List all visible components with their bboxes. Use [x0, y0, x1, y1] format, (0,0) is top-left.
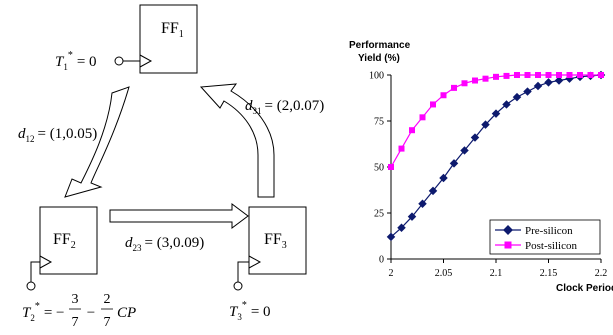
point-post-silicon	[493, 73, 499, 80]
point-pre-silicon	[418, 199, 427, 209]
edge-label-d23: d23 = (3,0.09)	[125, 235, 204, 253]
point-pre-silicon	[544, 78, 553, 87]
x-tick-label: 2	[389, 268, 394, 279]
y-axis-title-line1: Performance	[349, 40, 411, 51]
legend-item-pre-silicon: Pre-silicon	[495, 225, 573, 237]
clock-pin-ff2-icon	[26, 281, 36, 291]
ff3-name: FF	[264, 231, 282, 248]
flipflop-ff3: FF3	[248, 206, 307, 275]
point-post-silicon	[472, 77, 478, 84]
point-post-silicon	[545, 72, 552, 78]
y-tick-label: 75	[374, 117, 384, 128]
point-pre-silicon	[533, 81, 543, 91]
svg-text:7: 7	[72, 315, 79, 330]
point-post-silicon	[535, 72, 541, 78]
point-post-silicon	[409, 127, 415, 134]
arrow-ff2-to-ff3-icon	[109, 203, 249, 229]
series-line-pre-silicon	[390, 74, 602, 238]
svg-text:3: 3	[72, 292, 79, 307]
svg-text:2: 2	[104, 292, 111, 307]
clock-label-t2: T2* = − 3 7 − 2 7 CP	[22, 292, 136, 330]
point-pre-silicon	[491, 109, 501, 118]
flipflop-ff1: FF1	[139, 4, 198, 74]
clock-pin-ff1-icon	[114, 56, 124, 66]
x-tick-label: 2.1	[490, 268, 503, 279]
svg-text:CP: CP	[117, 305, 136, 321]
point-pre-silicon	[428, 186, 438, 196]
yield-chart: Performance Yield (%) Clock Period 0 25 50…	[349, 40, 613, 294]
legend-label-pre-silicon: Pre-silicon	[525, 225, 573, 237]
point-pre-silicon	[470, 133, 480, 142]
x-tick-label: 2.05	[435, 268, 453, 279]
point-post-silicon	[419, 114, 426, 121]
point-post-silicon	[398, 145, 405, 152]
svg-text:−: −	[87, 305, 95, 321]
svg-text:FF2: FF2	[53, 231, 76, 251]
x-tick-label: 2.15	[540, 268, 558, 279]
ff1-name: FF	[161, 20, 179, 37]
point-post-silicon	[440, 92, 447, 99]
y-tick-label: 100	[369, 71, 384, 82]
clock-label-t1: T1* = 0	[55, 50, 97, 72]
legend: Pre-silicon Post-silicon	[489, 219, 601, 255]
ff2-sub: 2	[71, 240, 76, 251]
point-pre-silicon	[386, 232, 396, 242]
arrow-ff1-to-ff2-icon	[64, 86, 130, 198]
y-ticks: 0 25 50 75 100	[369, 71, 391, 266]
ff3-sub: 3	[282, 240, 287, 251]
point-post-silicon	[556, 72, 562, 78]
point-pre-silicon	[512, 92, 522, 102]
point-post-silicon	[451, 84, 457, 91]
svg-text:FF3: FF3	[264, 231, 287, 251]
point-post-silicon	[461, 80, 468, 87]
y-tick-label: 50	[374, 163, 384, 174]
svg-text:7: 7	[104, 315, 111, 330]
point-pre-silicon	[481, 120, 490, 129]
point-pre-silicon	[460, 146, 469, 155]
point-pre-silicon	[407, 212, 417, 221]
point-post-silicon	[524, 72, 531, 78]
y-tick-label: 25	[374, 209, 384, 220]
square-marker-icon	[504, 241, 512, 249]
point-pre-silicon	[397, 223, 406, 232]
arrow-ff3-to-ff1-icon	[199, 83, 275, 198]
point-post-silicon	[430, 101, 436, 108]
point-pre-silicon	[502, 100, 511, 109]
legend-label-post-silicon: Post-silicon	[525, 240, 577, 252]
flipflop-ff2: FF2	[39, 206, 98, 275]
point-post-silicon	[566, 72, 573, 78]
point-post-silicon	[598, 72, 604, 78]
point-post-silicon	[587, 72, 594, 78]
edge-label-d12: d12 = (1,0.05)	[18, 126, 97, 144]
x-axis-title: Clock Period	[556, 283, 613, 294]
x-tick-label: 2.2	[595, 268, 608, 279]
ff2-name: FF	[53, 231, 71, 248]
diamond-marker-icon	[503, 225, 513, 235]
point-post-silicon	[482, 75, 489, 82]
svg-text:T2*= −: T2* = −	[22, 301, 65, 323]
series-layer	[386, 70, 606, 242]
ff1-sub: 1	[179, 29, 184, 40]
svg-text:FF1: FF1	[161, 20, 184, 40]
point-post-silicon	[388, 164, 394, 170]
y-tick-label: 0	[379, 255, 384, 266]
series-line-post-silicon	[390, 74, 601, 168]
edge-label-d31: d31 = (2,0.07)	[245, 98, 324, 116]
point-post-silicon	[577, 72, 583, 78]
clock-label-t3: T3* = 0	[229, 300, 271, 322]
timing-diagram: FF1 T1* = 0 FF2 T2* = − 3 7 − 2 7 CP	[18, 4, 324, 330]
clock-pin-ff3-icon	[233, 281, 243, 291]
y-axis-title-line2: Yield (%)	[358, 53, 400, 64]
legend-item-post-silicon: Post-silicon	[495, 240, 577, 252]
point-pre-silicon	[439, 173, 448, 183]
point-pre-silicon	[449, 159, 459, 168]
point-post-silicon	[514, 72, 520, 78]
x-ticks: 2 2.05 2.1 2.15 2.2	[389, 259, 608, 279]
point-post-silicon	[503, 72, 510, 79]
point-pre-silicon	[523, 87, 532, 96]
